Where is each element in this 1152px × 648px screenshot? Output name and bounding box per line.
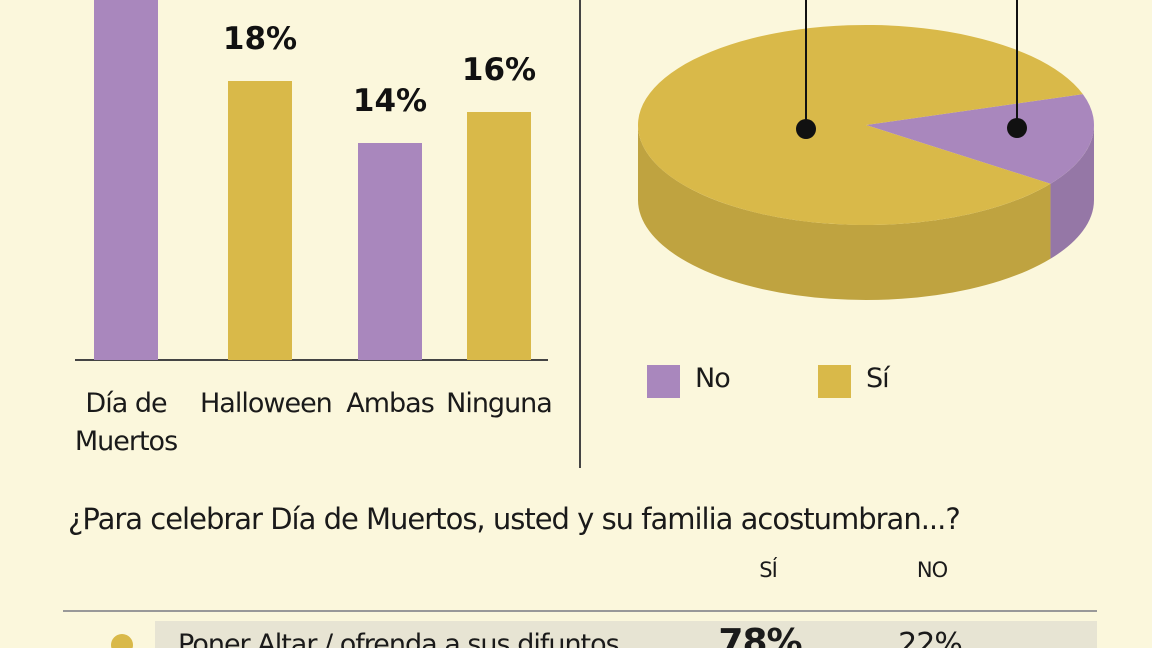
legend-label: Sí <box>866 363 890 394</box>
x-tick-label: Día de Muertos <box>74 388 178 457</box>
legend-label: No <box>695 363 731 394</box>
value-label: 16% <box>461 52 537 88</box>
bar <box>228 81 292 360</box>
pie-slice <box>638 25 1083 226</box>
value-label: 18% <box>222 21 298 57</box>
value-label: 14% <box>352 83 428 119</box>
pie-slice <box>866 94 1094 184</box>
bar <box>94 0 158 360</box>
legend-swatch <box>818 365 851 398</box>
leader-dot <box>1007 118 1027 138</box>
x-tick-label: Ninguna <box>446 388 553 419</box>
pie-side <box>638 125 1051 301</box>
row-background <box>155 621 1097 648</box>
x-tick-label: Ambas <box>346 388 435 419</box>
x-tick-label: Halloween <box>200 388 333 419</box>
bar <box>358 143 422 360</box>
row-value: 22% <box>898 627 963 648</box>
column-header: SÍ <box>759 558 778 582</box>
leader-dot <box>796 119 816 139</box>
legend-swatch <box>647 365 680 398</box>
pie-side <box>1050 125 1094 259</box>
column-header: NO <box>916 558 948 582</box>
question: ¿Para celebrar Día de Muertos, usted y s… <box>68 502 961 536</box>
row-value: 78% <box>718 622 802 648</box>
bar <box>467 112 531 360</box>
row-label: Poner Altar / ofrenda a sus difuntos <box>178 629 620 648</box>
row-bullet <box>111 634 133 648</box>
